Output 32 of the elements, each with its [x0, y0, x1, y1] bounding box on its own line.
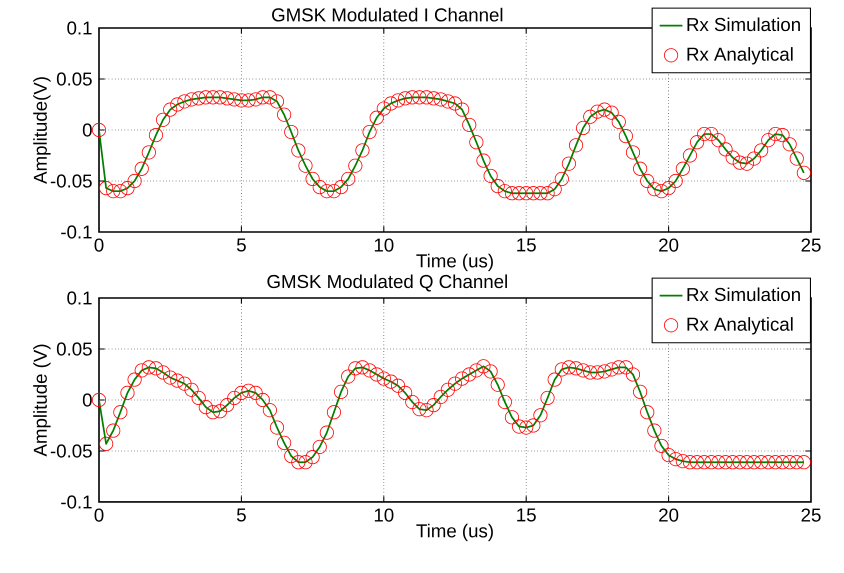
x-tick-label: 10 — [374, 238, 394, 252]
y-tick-label: 0.05 — [56, 72, 92, 86]
x-tick-label: 20 — [659, 508, 678, 522]
x-tick-label: 0 — [94, 508, 104, 522]
y-axis-title: Amplitude (V) — [33, 344, 51, 456]
x-tick-label: 0 — [94, 238, 104, 252]
y-tick-label: 0 — [82, 123, 92, 137]
y-tick-label: 0 — [82, 393, 92, 407]
y-tick-label: -0.1 — [61, 495, 92, 509]
y-tick-label: -0.05 — [50, 444, 92, 458]
y-tick-label: 0.1 — [67, 291, 92, 305]
chart-title: GMSK Modulated Q Channel — [267, 274, 507, 292]
y-tick-label: -0.1 — [61, 225, 92, 239]
x-tick-label: 20 — [659, 238, 678, 252]
legend-label: Rx Simulation — [688, 287, 800, 302]
y-tick-label: 0.1 — [67, 21, 92, 35]
x-tick-label: 5 — [236, 238, 246, 252]
x-axis-title: Time (us) — [416, 254, 493, 272]
y-tick-label: 0.05 — [56, 342, 92, 356]
x-axis-title: Time (us) — [416, 524, 493, 542]
x-tick-label: 15 — [517, 238, 536, 252]
x-tick-label: 25 — [802, 238, 821, 252]
legend-label: Rx Simulation — [688, 17, 800, 32]
x-tick-label: 5 — [236, 508, 246, 522]
y-tick-label: -0.05 — [50, 174, 92, 188]
legend-label: Rx Analytical — [688, 47, 793, 65]
y-axis-title: Amplitude(V) — [33, 77, 51, 184]
chart-title: GMSK Modulated I Channel — [272, 8, 502, 22]
x-tick-label: 25 — [802, 508, 821, 522]
x-tick-label: 10 — [374, 508, 394, 522]
x-tick-label: 15 — [517, 508, 536, 522]
legend-label: Rx Analytical — [688, 317, 793, 335]
